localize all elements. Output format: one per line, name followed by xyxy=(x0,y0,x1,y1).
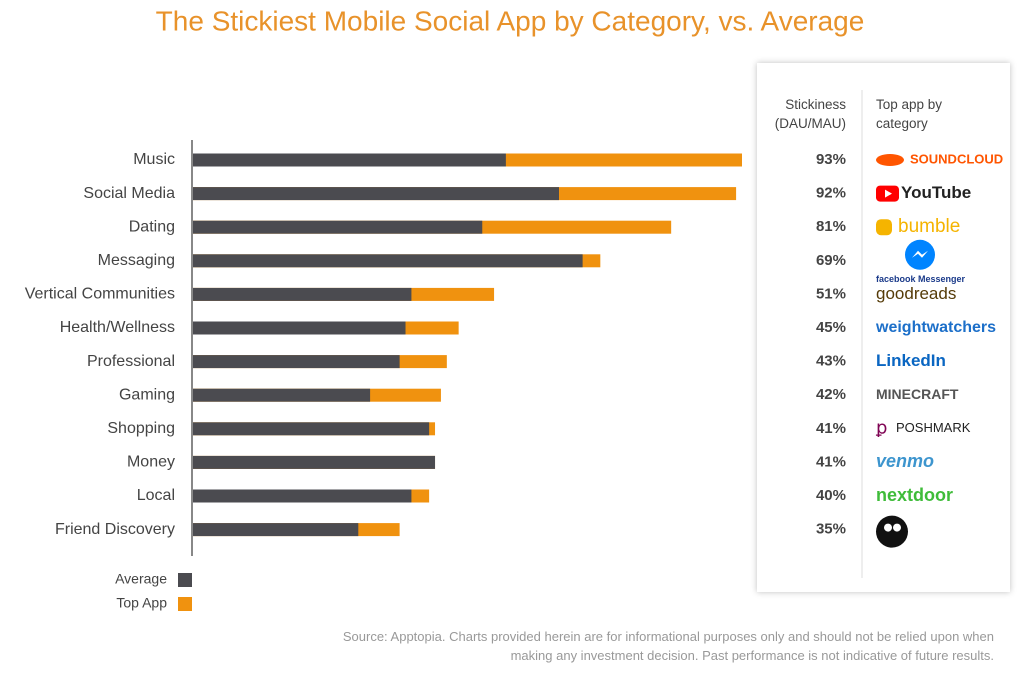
bar xyxy=(193,355,400,369)
app-icon xyxy=(884,523,892,532)
value-label: 92% xyxy=(816,185,846,202)
app-name: YouTube xyxy=(901,183,971,202)
category-label: Local xyxy=(137,487,175,504)
app-icon: ꝑ xyxy=(875,418,887,438)
app-name: bumble xyxy=(898,216,960,237)
category-label: Money xyxy=(127,454,175,471)
value-label: 81% xyxy=(816,218,846,235)
legend-label: Average xyxy=(115,571,167,587)
app-name: LinkedIn xyxy=(876,351,946,370)
app-name: POSHMARK xyxy=(896,420,971,435)
category-label: Health/Wellness xyxy=(60,319,175,336)
bar xyxy=(193,489,412,503)
bar xyxy=(193,422,430,436)
value-label: 69% xyxy=(816,252,846,269)
value-label: 35% xyxy=(816,521,846,538)
chart-title: The Stickiest Mobile Social App by Categ… xyxy=(156,5,865,36)
category-label: Messaging xyxy=(98,252,175,269)
category-label: Shopping xyxy=(107,420,175,437)
category-label: Music xyxy=(133,151,175,168)
table-panel xyxy=(757,63,1010,592)
value-label: 93% xyxy=(816,151,846,168)
app-icon xyxy=(912,250,928,258)
category-label: Dating xyxy=(129,218,175,235)
bar xyxy=(193,153,506,167)
app-name: goodreads xyxy=(876,284,956,303)
app-name: venmo xyxy=(876,451,934,471)
value-label: 42% xyxy=(816,386,846,403)
chart: The Stickiest Mobile Social App by Categ… xyxy=(25,5,1003,611)
category-label: Professional xyxy=(87,353,175,370)
table-header: Stickiness (DAU/MAU) xyxy=(775,97,846,131)
bar xyxy=(193,523,359,537)
category-label: Friend Discovery xyxy=(55,521,175,538)
legend-label: Top App xyxy=(116,595,167,611)
legend-swatch xyxy=(178,597,192,611)
value-label: 45% xyxy=(816,319,846,336)
category-label: Social Media xyxy=(83,185,175,202)
app-name: nextdoor xyxy=(876,485,953,505)
value-label: 43% xyxy=(816,353,846,370)
source-note: Source: Apptopia. Charts provided herein… xyxy=(342,629,994,663)
bar xyxy=(193,321,406,335)
bar xyxy=(193,388,371,402)
value-label: 51% xyxy=(816,285,846,302)
bar xyxy=(193,187,559,201)
category-label: Gaming xyxy=(119,386,175,403)
bar xyxy=(193,220,483,234)
app-icon xyxy=(885,189,892,198)
value-label: 40% xyxy=(816,487,846,504)
app-name: SOUNDCLOUD xyxy=(910,151,1003,166)
value-label: 41% xyxy=(816,453,846,470)
bar xyxy=(193,455,436,469)
app-icon xyxy=(876,515,908,548)
app-name: weightwatchers xyxy=(875,319,996,336)
value-label: 41% xyxy=(816,420,846,437)
bar xyxy=(193,254,583,268)
app-icon xyxy=(876,154,904,166)
category-label: Vertical Communities xyxy=(25,286,175,303)
bar xyxy=(193,287,412,301)
legend-swatch xyxy=(178,573,192,587)
table-header: Top app by category xyxy=(876,97,942,131)
app-icon xyxy=(876,219,892,236)
app-icon xyxy=(893,523,901,532)
app-name: MINECRAFT xyxy=(876,386,959,402)
app-name: facebook Messenger xyxy=(876,274,966,284)
